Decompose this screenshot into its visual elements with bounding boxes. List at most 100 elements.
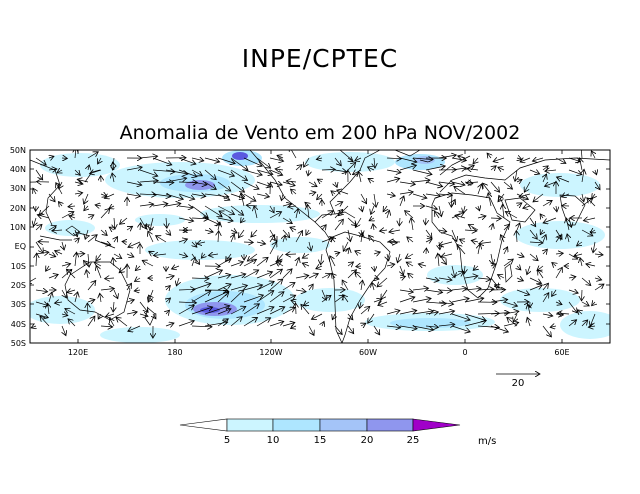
wind-vector <box>335 253 340 255</box>
wind-vector <box>399 297 415 303</box>
wind-vector <box>503 301 518 306</box>
wind-vector <box>451 168 466 170</box>
wind-vector <box>355 251 362 254</box>
wind-vector <box>387 253 389 261</box>
wind-vector <box>243 193 256 201</box>
wind-vector <box>568 253 578 259</box>
wind-vector <box>418 264 427 266</box>
wind-vector <box>347 162 356 171</box>
wind-vector <box>386 264 395 266</box>
wind-vector <box>201 254 205 258</box>
wind-vector <box>126 300 134 302</box>
wind-vector <box>451 313 470 320</box>
wind-vector <box>88 165 89 170</box>
wind-vector <box>282 217 292 224</box>
wind-vector <box>360 301 362 309</box>
wind-vector <box>128 241 141 247</box>
wind-vector <box>557 177 570 183</box>
wind-vector <box>178 305 194 315</box>
wind-vector <box>178 193 195 199</box>
wind-vector <box>87 152 98 159</box>
wind-vector <box>282 182 295 186</box>
wind-vector <box>488 193 491 207</box>
wind-vector <box>153 254 167 256</box>
wind-vector <box>304 157 310 167</box>
wind-vector <box>495 285 505 291</box>
wind-vector <box>372 282 374 291</box>
wind-vector <box>113 162 114 171</box>
wind-vector <box>139 181 158 182</box>
wind-vector <box>491 166 496 170</box>
wind-vector <box>359 172 361 183</box>
wind-vector <box>377 277 388 287</box>
wind-vector <box>49 156 54 158</box>
wind-vector <box>55 302 63 303</box>
wind-vector <box>498 167 505 170</box>
wind-vector <box>56 183 63 195</box>
wind-vector <box>321 295 331 303</box>
wind-vector <box>337 190 349 194</box>
longitude-axis: 120E 180 120W 60W 0 60E <box>68 348 570 357</box>
wind-vector <box>100 229 107 236</box>
wind-vector <box>191 284 211 291</box>
wind-vector <box>311 313 323 319</box>
wind-vector <box>524 181 531 192</box>
anomaly-shading <box>30 150 610 343</box>
wind-vector <box>317 179 322 182</box>
wind-vector <box>491 253 493 265</box>
wind-vector <box>95 205 102 206</box>
wind-vector <box>373 224 374 231</box>
wind-vector <box>66 269 76 279</box>
wind-vector <box>543 249 547 254</box>
wind-vector <box>46 266 49 271</box>
lat-label: 10S <box>11 262 26 271</box>
wind-vector <box>550 326 557 327</box>
wind-vector <box>301 304 310 315</box>
wind-vector <box>316 266 323 269</box>
wind-vector <box>61 314 68 316</box>
wind-vector <box>567 234 569 243</box>
wind-vector <box>317 193 323 200</box>
wind-vector <box>254 206 257 219</box>
wind-vector <box>452 265 455 278</box>
wind-vector <box>478 206 480 211</box>
wind-vector <box>282 269 292 279</box>
wind-vector <box>543 166 548 170</box>
wind-vector <box>126 182 142 185</box>
wind-vector <box>166 286 170 291</box>
wind-vector <box>152 182 174 183</box>
wind-vector <box>100 208 110 219</box>
wind-vector <box>332 273 336 278</box>
wind-vector <box>191 307 213 315</box>
wind-vector <box>85 229 88 239</box>
wind-vector <box>412 311 433 314</box>
wind-vector <box>269 158 284 161</box>
wind-vector <box>55 251 63 254</box>
wind-vector <box>282 283 295 291</box>
wind-vector <box>374 193 376 207</box>
wind-vector <box>529 229 537 239</box>
wind-vector <box>291 189 297 194</box>
wind-vector <box>458 156 466 158</box>
wind-vector <box>106 314 115 317</box>
wind-vector <box>517 203 522 206</box>
wind-vector <box>477 216 486 218</box>
wind-vector <box>517 266 521 270</box>
colorbar-high-triangle <box>412 418 461 432</box>
wind-vector <box>520 158 531 162</box>
wind-vector <box>165 178 187 183</box>
wind-vector <box>425 326 439 327</box>
wind-vector <box>48 169 57 170</box>
wind-vector <box>503 259 513 267</box>
wind-vector <box>295 165 302 171</box>
wind-vector <box>204 169 216 180</box>
wind-vector <box>566 218 569 231</box>
wind-vector <box>451 229 457 242</box>
wind-vector <box>490 181 500 192</box>
wind-vector <box>321 169 335 170</box>
wind-vector <box>302 254 310 258</box>
wind-vector <box>114 217 115 229</box>
wind-vector <box>368 313 375 323</box>
wind-vector <box>583 218 596 221</box>
wind-vector <box>361 280 363 291</box>
